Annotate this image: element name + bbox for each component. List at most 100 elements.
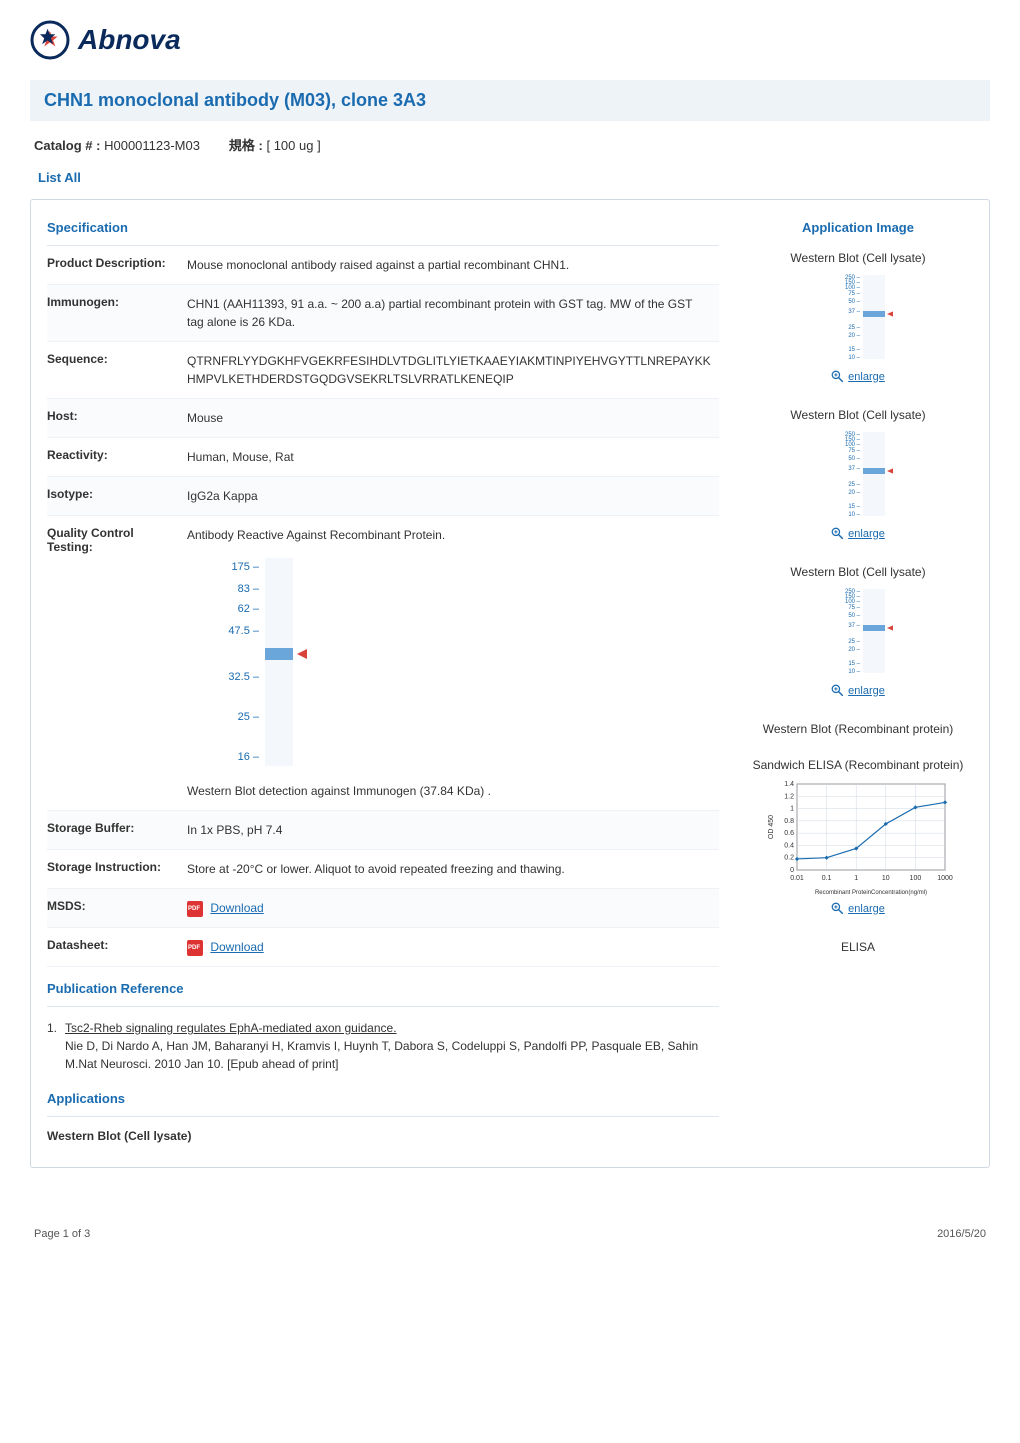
svg-text:Recombinant ProteinConcentrati: Recombinant ProteinConcentration(ng/ml) [815, 890, 927, 896]
svg-text:10 –: 10 – [848, 355, 860, 361]
svg-text:37 –: 37 – [848, 309, 860, 315]
spec-label: MSDS: [47, 889, 187, 928]
enlarge-link[interactable]: enlarge [831, 527, 885, 540]
svg-text:10: 10 [882, 875, 890, 882]
app-image-caption: Western Blot (Cell lysate) [743, 251, 973, 265]
catalog-value: H00001123-M03 [104, 138, 200, 153]
svg-text:50 –: 50 – [848, 613, 860, 619]
svg-text:20 –: 20 – [848, 333, 860, 339]
catalog-spec-value: [ 100 ug ] [266, 138, 320, 153]
svg-text:25 –: 25 – [848, 325, 860, 331]
spec-value: Download [187, 889, 719, 928]
brand-logo: Abnova [30, 20, 990, 60]
table-row: Quality Control Testing: Antibody Reacti… [47, 516, 719, 811]
spec-value: Store at -20°C or lower. Aliquot to avoi… [187, 850, 719, 889]
enlarge-label: enlarge [848, 685, 885, 697]
footer-date: 2016/5/20 [937, 1228, 986, 1240]
spec-value: IgG2a Kappa [187, 477, 719, 516]
app-image-caption: Western Blot (Cell lysate) [743, 565, 973, 579]
app-image-block: Western Blot (Cell lysate)250 –150 –100 … [743, 251, 973, 386]
brand-name: Abnova [78, 24, 181, 56]
svg-text:1.2: 1.2 [784, 793, 794, 800]
svg-text:1: 1 [790, 806, 794, 813]
app-image-caption: Western Blot (Recombinant protein) [743, 722, 973, 736]
table-row: Isotype: IgG2a Kappa [47, 477, 719, 516]
spec-label: Reactivity: [47, 438, 187, 477]
svg-text:37 –: 37 – [848, 466, 860, 472]
enlarge-label: enlarge [848, 903, 885, 915]
svg-text:25 –: 25 – [848, 639, 860, 645]
logo-mark-icon [30, 20, 70, 60]
svg-text:0.1: 0.1 [822, 875, 832, 882]
app-image-caption: ELISA [743, 940, 973, 954]
app-image-block: Western Blot (Cell lysate)250 –150 –100 … [743, 565, 973, 700]
table-row: Product Description: Mouse monoclonal an… [47, 246, 719, 285]
spec-label: Host: [47, 399, 187, 438]
svg-text:175 –: 175 – [231, 561, 259, 573]
svg-text:1: 1 [854, 875, 858, 882]
app-image-block: Western Blot (Cell lysate)250 –150 –100 … [743, 408, 973, 543]
enlarge-link[interactable]: enlarge [831, 902, 885, 915]
publication-heading: Publication Reference [47, 967, 719, 1002]
left-column: Specification Product Description: Mouse… [47, 214, 719, 1147]
svg-text:50 –: 50 – [848, 299, 860, 305]
publication-title-link[interactable]: Tsc2-Rheb signaling regulates EphA-media… [65, 1021, 397, 1035]
datasheet-download-link[interactable]: Download [210, 940, 263, 954]
spec-value: Antibody Reactive Against Recombinant Pr… [187, 516, 719, 811]
page-title: CHN1 monoclonal antibody (M03), clone 3A… [30, 80, 990, 121]
table-row: Storage Buffer: In 1x PBS, pH 7.4 [47, 811, 719, 850]
svg-text:OD 450: OD 450 [768, 815, 775, 839]
svg-text:15 –: 15 – [848, 347, 860, 353]
table-row: Immunogen: CHN1 (AAH11393, 91 a.a. ~ 200… [47, 285, 719, 342]
enlarge-link[interactable]: enlarge [831, 370, 885, 383]
tab-list-all[interactable]: List All [30, 164, 89, 191]
spec-value: CHN1 (AAH11393, 91 a.a. ~ 200 a.a) parti… [187, 285, 719, 342]
spec-value: QTRNFRLYYDGKHFVGEKRFESIHDLVTDGLITLYIETKA… [187, 342, 719, 399]
catalog-row: Catalog # : H00001123-M03 規格 : [ 100 ug … [30, 135, 990, 154]
spec-label: Isotype: [47, 477, 187, 516]
svg-text:75 –: 75 – [848, 448, 860, 454]
catalog-label: Catalog # : [34, 138, 100, 153]
right-column: Application Image Western Blot (Cell lys… [743, 214, 973, 976]
table-row: Host: Mouse [47, 399, 719, 438]
svg-text:20 –: 20 – [848, 490, 860, 496]
wb-ladder-thumb: 250 –150 –100 –75 –50 –37 –25 –20 –15 –1… [823, 428, 893, 520]
enlarge-label: enlarge [848, 528, 885, 540]
table-row: Sequence: QTRNFRLYYDGKHFVGEKRFESIHDLVTDG… [47, 342, 719, 399]
spec-label: Sequence: [47, 342, 187, 399]
svg-text:10 –: 10 – [848, 512, 860, 518]
spec-value: Mouse monoclonal antibody raised against… [187, 246, 719, 285]
divider [47, 1116, 719, 1117]
enlarge-link[interactable]: enlarge [831, 684, 885, 697]
wb-ladder-thumb: 250 –150 –100 –75 –50 –37 –25 –20 –15 –1… [823, 271, 893, 363]
table-row: Datasheet: Download [47, 928, 719, 967]
magnifier-icon [831, 370, 844, 383]
wb-ladder-figure: 175 –83 –62 –47.5 –32.5 –25 –16 – [187, 552, 307, 772]
svg-text:20 –: 20 – [848, 647, 860, 653]
svg-text:0.4: 0.4 [784, 842, 794, 849]
divider [47, 1006, 719, 1007]
publication-number: 1. [47, 1019, 57, 1037]
spec-label: Storage Instruction: [47, 850, 187, 889]
pdf-icon [187, 901, 203, 917]
catalog-spec-label: 規格 : [229, 138, 263, 153]
svg-text:83 –: 83 – [238, 583, 260, 595]
svg-text:0.8: 0.8 [784, 818, 794, 825]
msds-download-link[interactable]: Download [210, 901, 263, 915]
spec-label: Datasheet: [47, 928, 187, 967]
spec-value: Mouse [187, 399, 719, 438]
svg-text:62 –: 62 – [238, 603, 260, 615]
svg-text:16 –: 16 – [238, 751, 260, 763]
magnifier-icon [831, 684, 844, 697]
app-image-caption: Sandwich ELISA (Recombinant protein) [743, 758, 973, 772]
page-footer: Page 1 of 3 2016/5/20 [30, 1228, 990, 1240]
content-panel: Specification Product Description: Mouse… [30, 199, 990, 1168]
app-image-block: Western Blot (Recombinant protein) [743, 722, 973, 736]
svg-text:25 –: 25 – [238, 711, 260, 723]
svg-text:50 –: 50 – [848, 456, 860, 462]
svg-text:15 –: 15 – [848, 661, 860, 667]
qc-text: Antibody Reactive Against Recombinant Pr… [187, 528, 445, 542]
svg-text:47.5 –: 47.5 – [228, 625, 259, 637]
app-image-caption: Western Blot (Cell lysate) [743, 408, 973, 422]
spec-value: Download [187, 928, 719, 967]
